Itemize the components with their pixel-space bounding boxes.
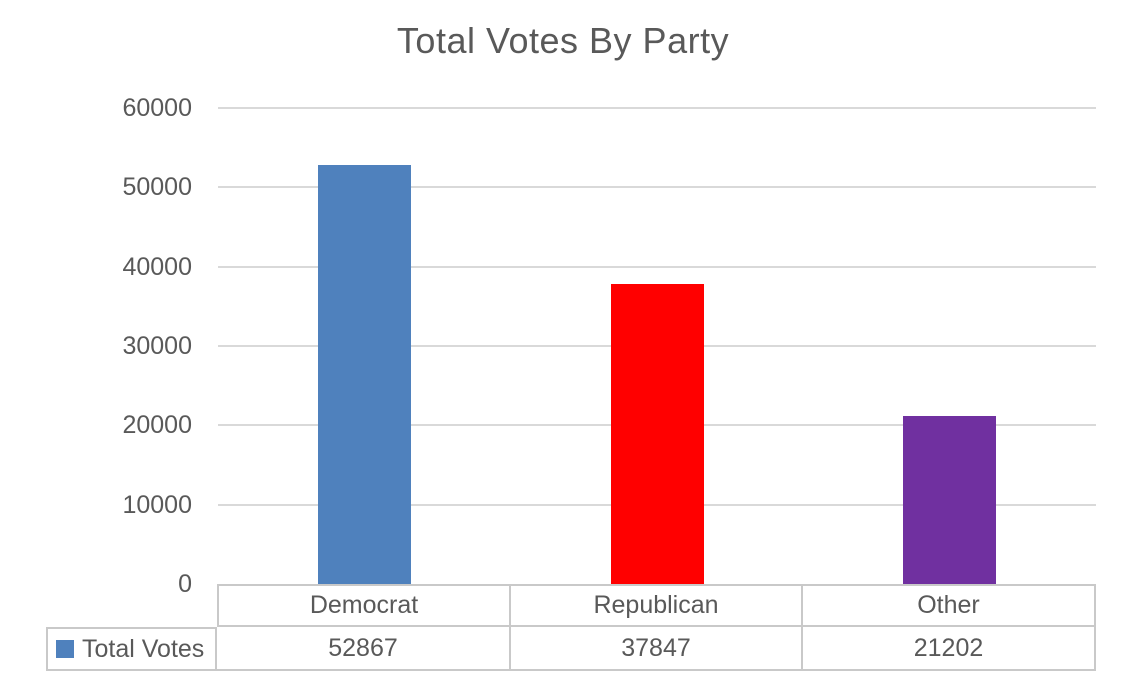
bar-democrat: [318, 164, 411, 584]
value-cell-republican: 37847: [511, 627, 803, 671]
y-axis-tick-label: 10000: [122, 490, 192, 519]
y-axis-tick-label: 60000: [122, 94, 192, 122]
category-cell-democrat: Democrat: [217, 584, 511, 627]
value-label: 37847: [621, 633, 691, 662]
legend-label: Total Votes: [82, 634, 205, 663]
bar-republican: [611, 283, 704, 584]
category-label: Other: [917, 591, 980, 619]
category-label: Democrat: [309, 591, 419, 619]
gridline: [218, 107, 1096, 109]
data-table: Democrat Republican Other Total Votes 52…: [46, 584, 1096, 671]
gridline: [218, 265, 1096, 268]
y-axis-tick-label: 40000: [122, 252, 192, 281]
y-axis-tick-label: 50000: [122, 173, 192, 202]
table-corner-spacer: [46, 584, 217, 627]
bar-other: [903, 415, 996, 584]
value-label: 52867: [328, 633, 398, 662]
category-cell-republican: Republican: [511, 584, 803, 627]
category-cell-other: Other: [803, 584, 1096, 627]
y-axis-tick-label: 30000: [122, 332, 192, 360]
category-label: Republican: [593, 591, 719, 619]
y-axis-tick-label: 0: [178, 570, 192, 598]
value-cell-other: 21202: [803, 627, 1096, 671]
chart-title: Total Votes By Party: [396, 20, 730, 61]
value-label: 21202: [913, 633, 984, 662]
legend-cell: Total Votes: [46, 627, 217, 671]
gridline: [218, 186, 1096, 189]
y-axis-tick-label: 20000: [122, 411, 192, 440]
value-cell-democrat: 52867: [217, 627, 511, 671]
legend-color-swatch-icon: [56, 640, 74, 658]
